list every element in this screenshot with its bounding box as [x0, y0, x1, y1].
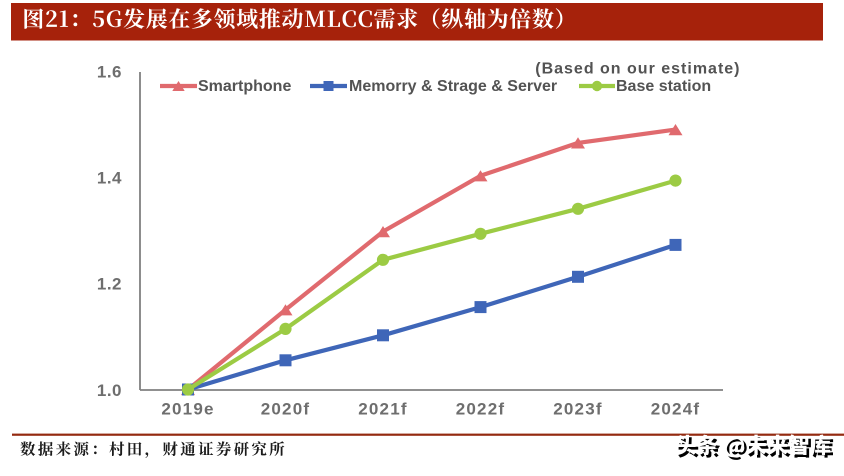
svg-text:Memorry & Strage & Server: Memorry & Strage & Server: [349, 78, 557, 95]
svg-text:1.0: 1.0: [97, 381, 122, 400]
svg-text:2023f: 2023f: [553, 400, 602, 419]
svg-text:1.4: 1.4: [97, 168, 122, 187]
svg-text:(Based on our estimate): (Based on our estimate): [535, 61, 740, 78]
svg-text:2021f: 2021f: [358, 400, 407, 419]
svg-text:1.6: 1.6: [97, 62, 122, 81]
svg-text:1.2: 1.2: [97, 275, 122, 294]
svg-text:2020f: 2020f: [261, 400, 310, 419]
svg-text:Smartphone: Smartphone: [198, 78, 291, 95]
svg-text:2024f: 2024f: [651, 400, 700, 419]
svg-text:2022f: 2022f: [456, 400, 505, 419]
svg-text:Base station: Base station: [616, 78, 711, 95]
svg-text:2019e: 2019e: [161, 400, 214, 419]
